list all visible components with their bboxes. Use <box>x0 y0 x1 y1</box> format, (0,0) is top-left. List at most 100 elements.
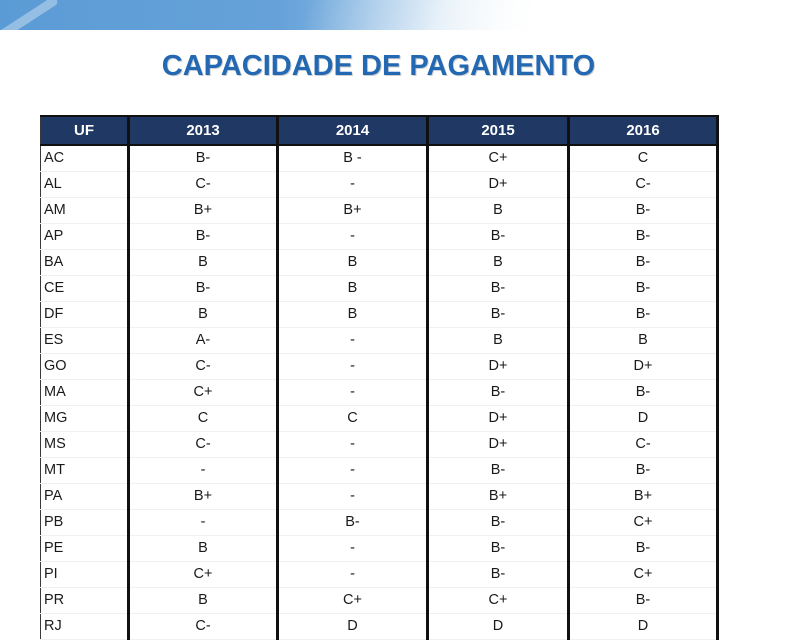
rating-cell: - <box>127 509 278 536</box>
rating-cell: B <box>426 197 569 224</box>
table-header: UF 2013 2014 2015 2016 <box>40 116 718 146</box>
rating-cell: C+ <box>127 379 278 406</box>
table-row: PI C+ - B- C+ <box>40 561 718 588</box>
rating-cell: B <box>127 535 278 562</box>
rating-cell: D+ <box>567 353 718 380</box>
uf-cell: MS <box>40 431 129 458</box>
table-row: PR B C+ C+ B- <box>40 587 718 614</box>
uf-cell: MG <box>40 405 129 432</box>
rating-cell: C <box>127 405 278 432</box>
rating-cell: B- <box>127 145 278 172</box>
rating-cell: B- <box>426 275 569 302</box>
capacity-table-container: UF 2013 2014 2015 2016 AC B- B - C+ C AL C- - D+ C- AM… <box>40 115 719 640</box>
uf-cell: AC <box>40 145 129 172</box>
column-header-2013: 2013 <box>127 116 278 146</box>
uf-cell: MT <box>40 457 129 484</box>
rating-cell: B- <box>567 249 718 276</box>
rating-cell: - <box>276 431 428 458</box>
table-row: MT - - B- B- <box>40 457 718 484</box>
rating-cell: B - <box>276 145 428 172</box>
rating-cell: B- <box>426 301 569 328</box>
table-row: AC B- B - C+ C <box>40 145 718 172</box>
uf-cell: PI <box>40 561 129 588</box>
title-container: CAPACIDADE DE PAGAMENTO <box>40 50 717 83</box>
column-header-2016: 2016 <box>567 116 718 146</box>
rating-cell: B- <box>127 275 278 302</box>
rating-cell: B <box>127 301 278 328</box>
table-row: PE B - B- B- <box>40 535 718 562</box>
column-header-uf: UF <box>40 116 129 146</box>
rating-cell: D <box>567 405 718 432</box>
table-row: CE B- B B- B- <box>40 275 718 302</box>
uf-cell: AM <box>40 197 129 224</box>
rating-cell: B <box>127 249 278 276</box>
rating-cell: - <box>276 535 428 562</box>
rating-cell: C+ <box>127 561 278 588</box>
rating-cell: B <box>276 275 428 302</box>
uf-cell: PA <box>40 483 129 510</box>
page-title: CAPACIDADE DE PAGAMENTO <box>161 50 596 82</box>
uf-cell: PB <box>40 509 129 536</box>
rating-cell: B- <box>567 275 718 302</box>
rating-cell: D <box>567 613 718 640</box>
rating-cell: C- <box>127 431 278 458</box>
table-row: PA B+ - B+ B+ <box>40 483 718 510</box>
rating-cell: B+ <box>127 197 278 224</box>
table-header-row: UF 2013 2014 2015 2016 <box>40 116 718 146</box>
rating-cell: B+ <box>276 197 428 224</box>
rating-cell: B <box>276 249 428 276</box>
table-row: ES A- - B B <box>40 327 718 354</box>
uf-cell: ES <box>40 327 129 354</box>
rating-cell: B- <box>426 379 569 406</box>
rating-cell: B- <box>567 535 718 562</box>
rating-cell: C+ <box>426 587 569 614</box>
rating-cell: B- <box>567 379 718 406</box>
rating-cell: B+ <box>127 483 278 510</box>
rating-cell: B <box>426 249 569 276</box>
rating-cell: B <box>127 587 278 614</box>
rating-cell: B- <box>567 457 718 484</box>
rating-cell: B- <box>567 223 718 250</box>
rating-cell: - <box>276 353 428 380</box>
rating-cell: B- <box>426 223 569 250</box>
uf-cell: BA <box>40 249 129 276</box>
rating-cell: B- <box>567 197 718 224</box>
uf-cell: RJ <box>40 613 129 640</box>
rating-cell: C <box>276 405 428 432</box>
table-row: MA C+ - B- B- <box>40 379 718 406</box>
rating-cell: B <box>276 301 428 328</box>
table-row: GO C- - D+ D+ <box>40 353 718 380</box>
table-row: PB - B- B- C+ <box>40 509 718 536</box>
column-header-2014: 2014 <box>276 116 428 146</box>
rating-cell: - <box>276 483 428 510</box>
rating-cell: C+ <box>567 561 718 588</box>
rating-cell: D+ <box>426 405 569 432</box>
uf-cell: MA <box>40 379 129 406</box>
rating-cell: C+ <box>426 145 569 172</box>
rating-cell: - <box>276 171 428 198</box>
rating-cell: B- <box>426 561 569 588</box>
rating-cell: A- <box>127 327 278 354</box>
rating-cell: B- <box>426 457 569 484</box>
rating-cell: B- <box>426 509 569 536</box>
rating-cell: - <box>276 561 428 588</box>
rating-cell: B <box>567 327 718 354</box>
uf-cell: AP <box>40 223 129 250</box>
rating-cell: - <box>127 457 278 484</box>
rating-cell: C+ <box>276 587 428 614</box>
rating-cell: B+ <box>426 483 569 510</box>
rating-cell: D <box>426 613 569 640</box>
rating-cell: B- <box>567 587 718 614</box>
rating-cell: - <box>276 457 428 484</box>
table-row: AM B+ B+ B B- <box>40 197 718 224</box>
top-banner-decoration <box>0 0 799 30</box>
rating-cell: B- <box>426 535 569 562</box>
rating-cell: B+ <box>567 483 718 510</box>
table-row: AL C- - D+ C- <box>40 171 718 198</box>
table-row: MS C- - D+ C- <box>40 431 718 458</box>
table-row: BA B B B B- <box>40 249 718 276</box>
table-body: AC B- B - C+ C AL C- - D+ C- AM B+ B+ B B- AP B- - B- B- BA B… <box>40 145 718 640</box>
capacity-table: UF 2013 2014 2015 2016 AC B- B - C+ C AL C- - D+ C- AM… <box>40 115 719 640</box>
rating-cell: D+ <box>426 353 569 380</box>
rating-cell: - <box>276 379 428 406</box>
